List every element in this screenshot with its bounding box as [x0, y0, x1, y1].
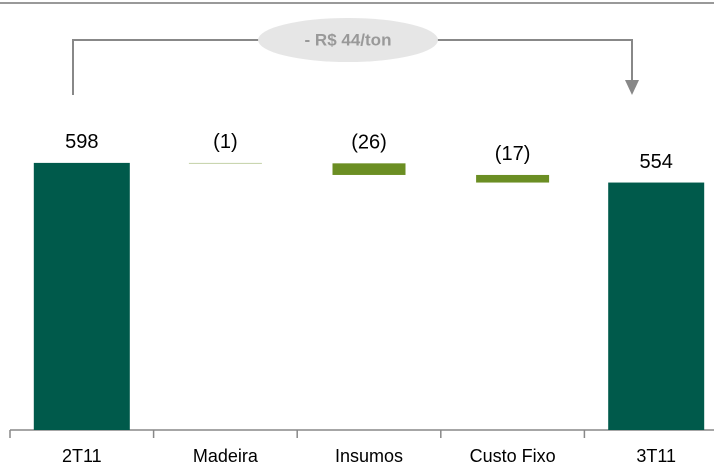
delta-bar [476, 174, 550, 183]
total-bar [608, 182, 705, 430]
value-label: 554 [640, 151, 673, 173]
x-tick-label: Custo Fixo [470, 446, 556, 466]
value-label: (26) [351, 132, 387, 154]
x-tick-label: Madeira [193, 446, 259, 466]
annotation: - R$ 44/ton [305, 30, 392, 49]
bracket-arrow [625, 80, 639, 95]
x-tick-label: 3T11 [636, 446, 676, 466]
delta-bar [332, 163, 406, 175]
total-bar [33, 162, 130, 431]
delta-bar [188, 162, 262, 164]
value-label: (1) [213, 131, 237, 153]
annotation-bubble [258, 18, 438, 62]
value-label: (17) [495, 143, 531, 165]
value-label: 598 [65, 131, 98, 153]
x-tick-label: 2T11 [62, 446, 102, 466]
x-tick-label: Insumos [335, 446, 403, 466]
